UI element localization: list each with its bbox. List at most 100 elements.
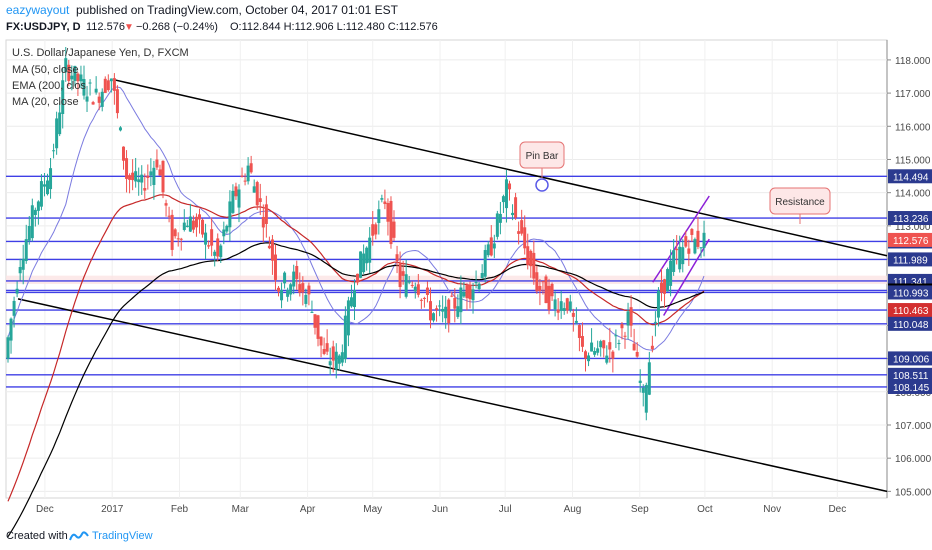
candle-body bbox=[228, 201, 232, 228]
candle-body bbox=[24, 239, 28, 262]
candle-body bbox=[27, 226, 31, 241]
plot-area[interactable] bbox=[5, 39, 888, 499]
legend-item-ma50[interactable]: MA (50, close bbox=[12, 64, 79, 76]
candle-body bbox=[122, 146, 125, 161]
candle-body bbox=[307, 285, 311, 295]
candle-body bbox=[669, 260, 673, 286]
candle-body bbox=[553, 299, 557, 310]
candle-body bbox=[15, 288, 19, 294]
candle-body bbox=[623, 335, 627, 337]
candle-body bbox=[602, 340, 606, 349]
candle-body bbox=[644, 384, 648, 413]
brand-name[interactable]: TradingView bbox=[92, 530, 153, 542]
candle-body bbox=[252, 186, 256, 193]
resistance-label: Resistance bbox=[775, 197, 825, 208]
candle-body bbox=[149, 171, 153, 176]
candle-body bbox=[207, 245, 211, 247]
candle-body bbox=[641, 387, 645, 393]
candle-body bbox=[222, 229, 226, 237]
candle-body bbox=[675, 248, 679, 251]
pin-bar-circle bbox=[535, 178, 549, 192]
price-tick-label: 114.000 bbox=[895, 189, 931, 200]
candle-body bbox=[529, 250, 533, 267]
candle-body bbox=[164, 203, 168, 206]
candle-body bbox=[197, 214, 201, 220]
candle-body bbox=[155, 159, 159, 168]
level-label: 110.463 bbox=[888, 303, 932, 318]
candle-body bbox=[356, 273, 360, 283]
candle-body bbox=[185, 225, 189, 228]
change-text: −0.268 (−0.24%) bbox=[136, 21, 218, 33]
level-label-text: 114.494 bbox=[893, 172, 929, 183]
candle-body bbox=[577, 325, 581, 338]
time-tick-label: Dec bbox=[36, 504, 54, 515]
level-label-text: 113.236 bbox=[893, 214, 929, 225]
candle-body bbox=[492, 243, 496, 249]
candle-body bbox=[377, 209, 381, 224]
candle-body bbox=[386, 203, 390, 222]
candle-body bbox=[64, 58, 68, 73]
candle-body bbox=[468, 284, 472, 300]
candle-body bbox=[568, 301, 572, 310]
level-label-bg bbox=[888, 252, 932, 267]
candle-body bbox=[301, 283, 305, 293]
level-label-text: 110.048 bbox=[893, 320, 929, 331]
candle-body bbox=[219, 245, 223, 258]
candle-body bbox=[337, 355, 341, 364]
level-label: 110.993 bbox=[888, 285, 932, 300]
candle-body bbox=[632, 343, 636, 351]
candle-body bbox=[58, 112, 62, 135]
candle-body bbox=[237, 189, 241, 208]
candle-body bbox=[656, 290, 660, 318]
pin-bar-callout[interactable]: Pin Bar bbox=[519, 141, 565, 192]
lower-trendline bbox=[17, 298, 888, 493]
candles bbox=[6, 47, 706, 421]
candle-body bbox=[137, 179, 141, 183]
resistance-callout[interactable]: Resistance bbox=[769, 187, 831, 224]
candle-body bbox=[295, 265, 299, 279]
price-tick-label: 106.000 bbox=[895, 454, 932, 465]
legend-item-ma20[interactable]: MA (20, close bbox=[12, 96, 79, 108]
candle-body bbox=[425, 287, 429, 295]
candle-body bbox=[480, 272, 484, 279]
level-label: 111.989 bbox=[888, 252, 932, 267]
time-tick-label: Nov bbox=[763, 504, 781, 515]
candle-body bbox=[626, 311, 630, 326]
candle-body bbox=[30, 205, 34, 239]
candle-body bbox=[404, 274, 408, 297]
candle-body bbox=[590, 342, 594, 352]
candle-body bbox=[240, 175, 244, 177]
candle-body bbox=[556, 309, 560, 313]
level-label-text: 108.145 bbox=[893, 383, 930, 394]
legend-item-ema200[interactable]: EMA (200, clos bbox=[12, 80, 86, 92]
price-tick-label: 113.000 bbox=[895, 222, 931, 233]
candle-body bbox=[277, 287, 281, 292]
candle-body bbox=[188, 216, 192, 232]
level-label: 108.145 bbox=[888, 379, 932, 394]
price-tick-label: 105.000 bbox=[895, 487, 932, 498]
candle-body bbox=[36, 201, 40, 211]
candle-body bbox=[380, 198, 384, 200]
candle-body bbox=[49, 168, 53, 190]
candle-body bbox=[435, 308, 439, 310]
candle-body bbox=[264, 204, 268, 225]
candle-body bbox=[359, 251, 363, 278]
candle-body bbox=[70, 75, 74, 80]
candle-body bbox=[194, 216, 198, 228]
last-price-header: 112.576 bbox=[86, 21, 125, 33]
candle-body bbox=[231, 190, 235, 213]
price-tick-label: 115.000 bbox=[895, 155, 931, 166]
candle-body bbox=[383, 201, 387, 205]
candle-body bbox=[471, 289, 475, 301]
candle-body bbox=[362, 253, 366, 273]
candle-body bbox=[659, 282, 663, 293]
candle-body bbox=[143, 188, 147, 191]
price-axis: 118.000 117.000 116.000 115.000 114.000 113.0… bbox=[887, 56, 932, 498]
candle-body bbox=[371, 224, 375, 236]
candle-body bbox=[389, 200, 393, 245]
level-label: 109.006 bbox=[888, 351, 932, 366]
candle-body bbox=[85, 96, 89, 102]
author-name[interactable]: eazywayout bbox=[6, 3, 70, 17]
candle-body bbox=[316, 315, 320, 339]
